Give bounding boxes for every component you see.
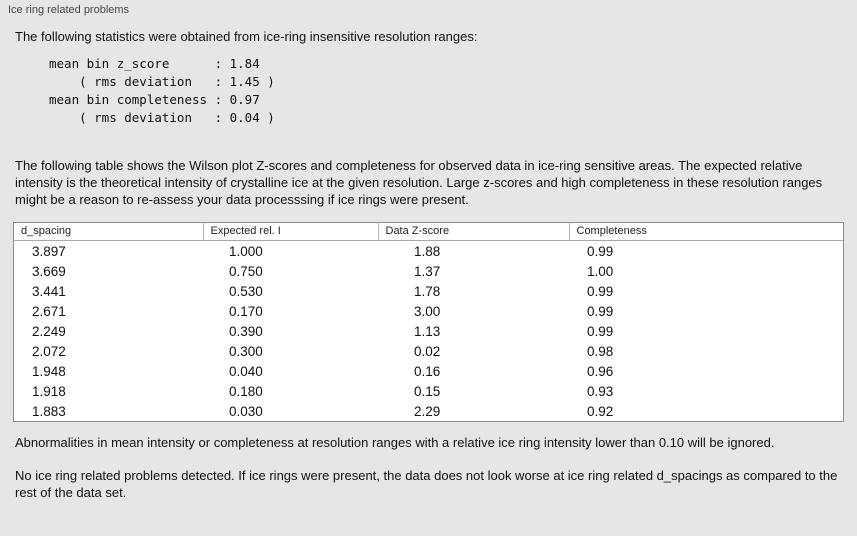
ignore-note-text: Abnormalities in mean intensity or compl… [15, 435, 775, 450]
table-cell: 3.00 [414, 303, 441, 319]
table-cell: 0.030 [229, 403, 263, 419]
panel-content: The following statistics were obtained f… [0, 18, 857, 501]
ice-ring-table: d_spacing Expected rel. I Data Z-score C… [14, 223, 843, 421]
table-row[interactable]: 2.072 0.300 0.02 0.98 [14, 341, 843, 361]
table-cell: 0.16 [414, 363, 441, 379]
table-row[interactable]: 1.918 0.180 0.15 0.93 [14, 381, 843, 401]
table-cell: 0.93 [587, 383, 614, 399]
table-cell: 1.13 [414, 323, 441, 339]
table-row[interactable]: 2.249 0.390 1.13 0.99 [14, 321, 843, 341]
table-cell: 0.02 [414, 343, 441, 359]
stats-block: mean bin z_score : 1.84 ( rms deviation … [49, 56, 275, 125]
table-cell: 0.390 [229, 323, 263, 339]
column-header-d-spacing[interactable]: d_spacing [14, 223, 203, 241]
table-cell: 1.000 [229, 243, 263, 259]
table-cell: 0.96 [587, 363, 614, 379]
ice-ring-table-body: 3.897 1.000 1.88 0.99 3.669 0.750 1.37 1.00 3.44… [14, 241, 843, 422]
table-cell: 1.88 [414, 243, 441, 259]
table-cell: 2.29 [414, 403, 441, 419]
table-cell: 0.750 [229, 263, 263, 279]
table-cell: 0.300 [229, 343, 263, 359]
table-cell: 1.37 [414, 263, 441, 279]
conclusion-text: No ice ring related problems detected. I… [15, 468, 838, 500]
ice-ring-table-container: d_spacing Expected rel. I Data Z-score C… [13, 222, 844, 422]
table-cell: 0.99 [587, 243, 614, 259]
description-text: The following table shows the Wilson plo… [15, 158, 823, 207]
table-cell: 3.441 [32, 283, 66, 299]
table-cell: 0.99 [587, 283, 614, 299]
table-cell: 0.99 [587, 303, 614, 319]
table-cell: 2.072 [32, 343, 66, 359]
table-row[interactable]: 3.897 1.000 1.88 0.99 [14, 241, 843, 262]
column-header-expected-rel-i[interactable]: Expected rel. I [202, 223, 378, 241]
table-cell: 2.249 [32, 323, 66, 339]
table-cell: 1.948 [32, 363, 66, 379]
table-cell: 0.530 [229, 283, 263, 299]
table-row[interactable]: 3.441 0.530 1.78 0.99 [14, 281, 843, 301]
table-cell: 0.98 [587, 343, 614, 359]
table-cell: 0.15 [414, 383, 441, 399]
table-row[interactable]: 1.948 0.040 0.16 0.96 [14, 361, 843, 381]
table-cell: 0.040 [229, 363, 263, 379]
table-cell: 1.78 [414, 283, 441, 299]
column-header-completeness[interactable]: Completeness [568, 223, 843, 241]
table-cell: 0.92 [587, 403, 614, 419]
table-cell: 1.883 [32, 403, 66, 419]
table-cell: 3.897 [32, 243, 66, 259]
intro-text: The following statistics were obtained f… [15, 29, 478, 44]
table-cell: 2.671 [32, 303, 66, 319]
table-cell: 0.180 [229, 383, 263, 399]
table-cell: 3.669 [32, 263, 66, 279]
table-row[interactable]: 3.669 0.750 1.37 1.00 [14, 261, 843, 281]
panel-title: Ice ring related problems [8, 4, 130, 16]
table-cell: 1.918 [32, 383, 66, 399]
table-cell: 0.99 [587, 323, 614, 339]
column-header-data-z-score[interactable]: Data Z-score [377, 223, 569, 241]
table-cell: 1.00 [587, 263, 614, 279]
table-cell: 0.170 [229, 303, 263, 319]
table-header-row: d_spacing Expected rel. I Data Z-score C… [14, 223, 843, 241]
table-row[interactable]: 2.671 0.170 3.00 0.99 [14, 301, 843, 321]
table-row[interactable]: 1.883 0.030 2.29 0.92 [14, 401, 843, 421]
